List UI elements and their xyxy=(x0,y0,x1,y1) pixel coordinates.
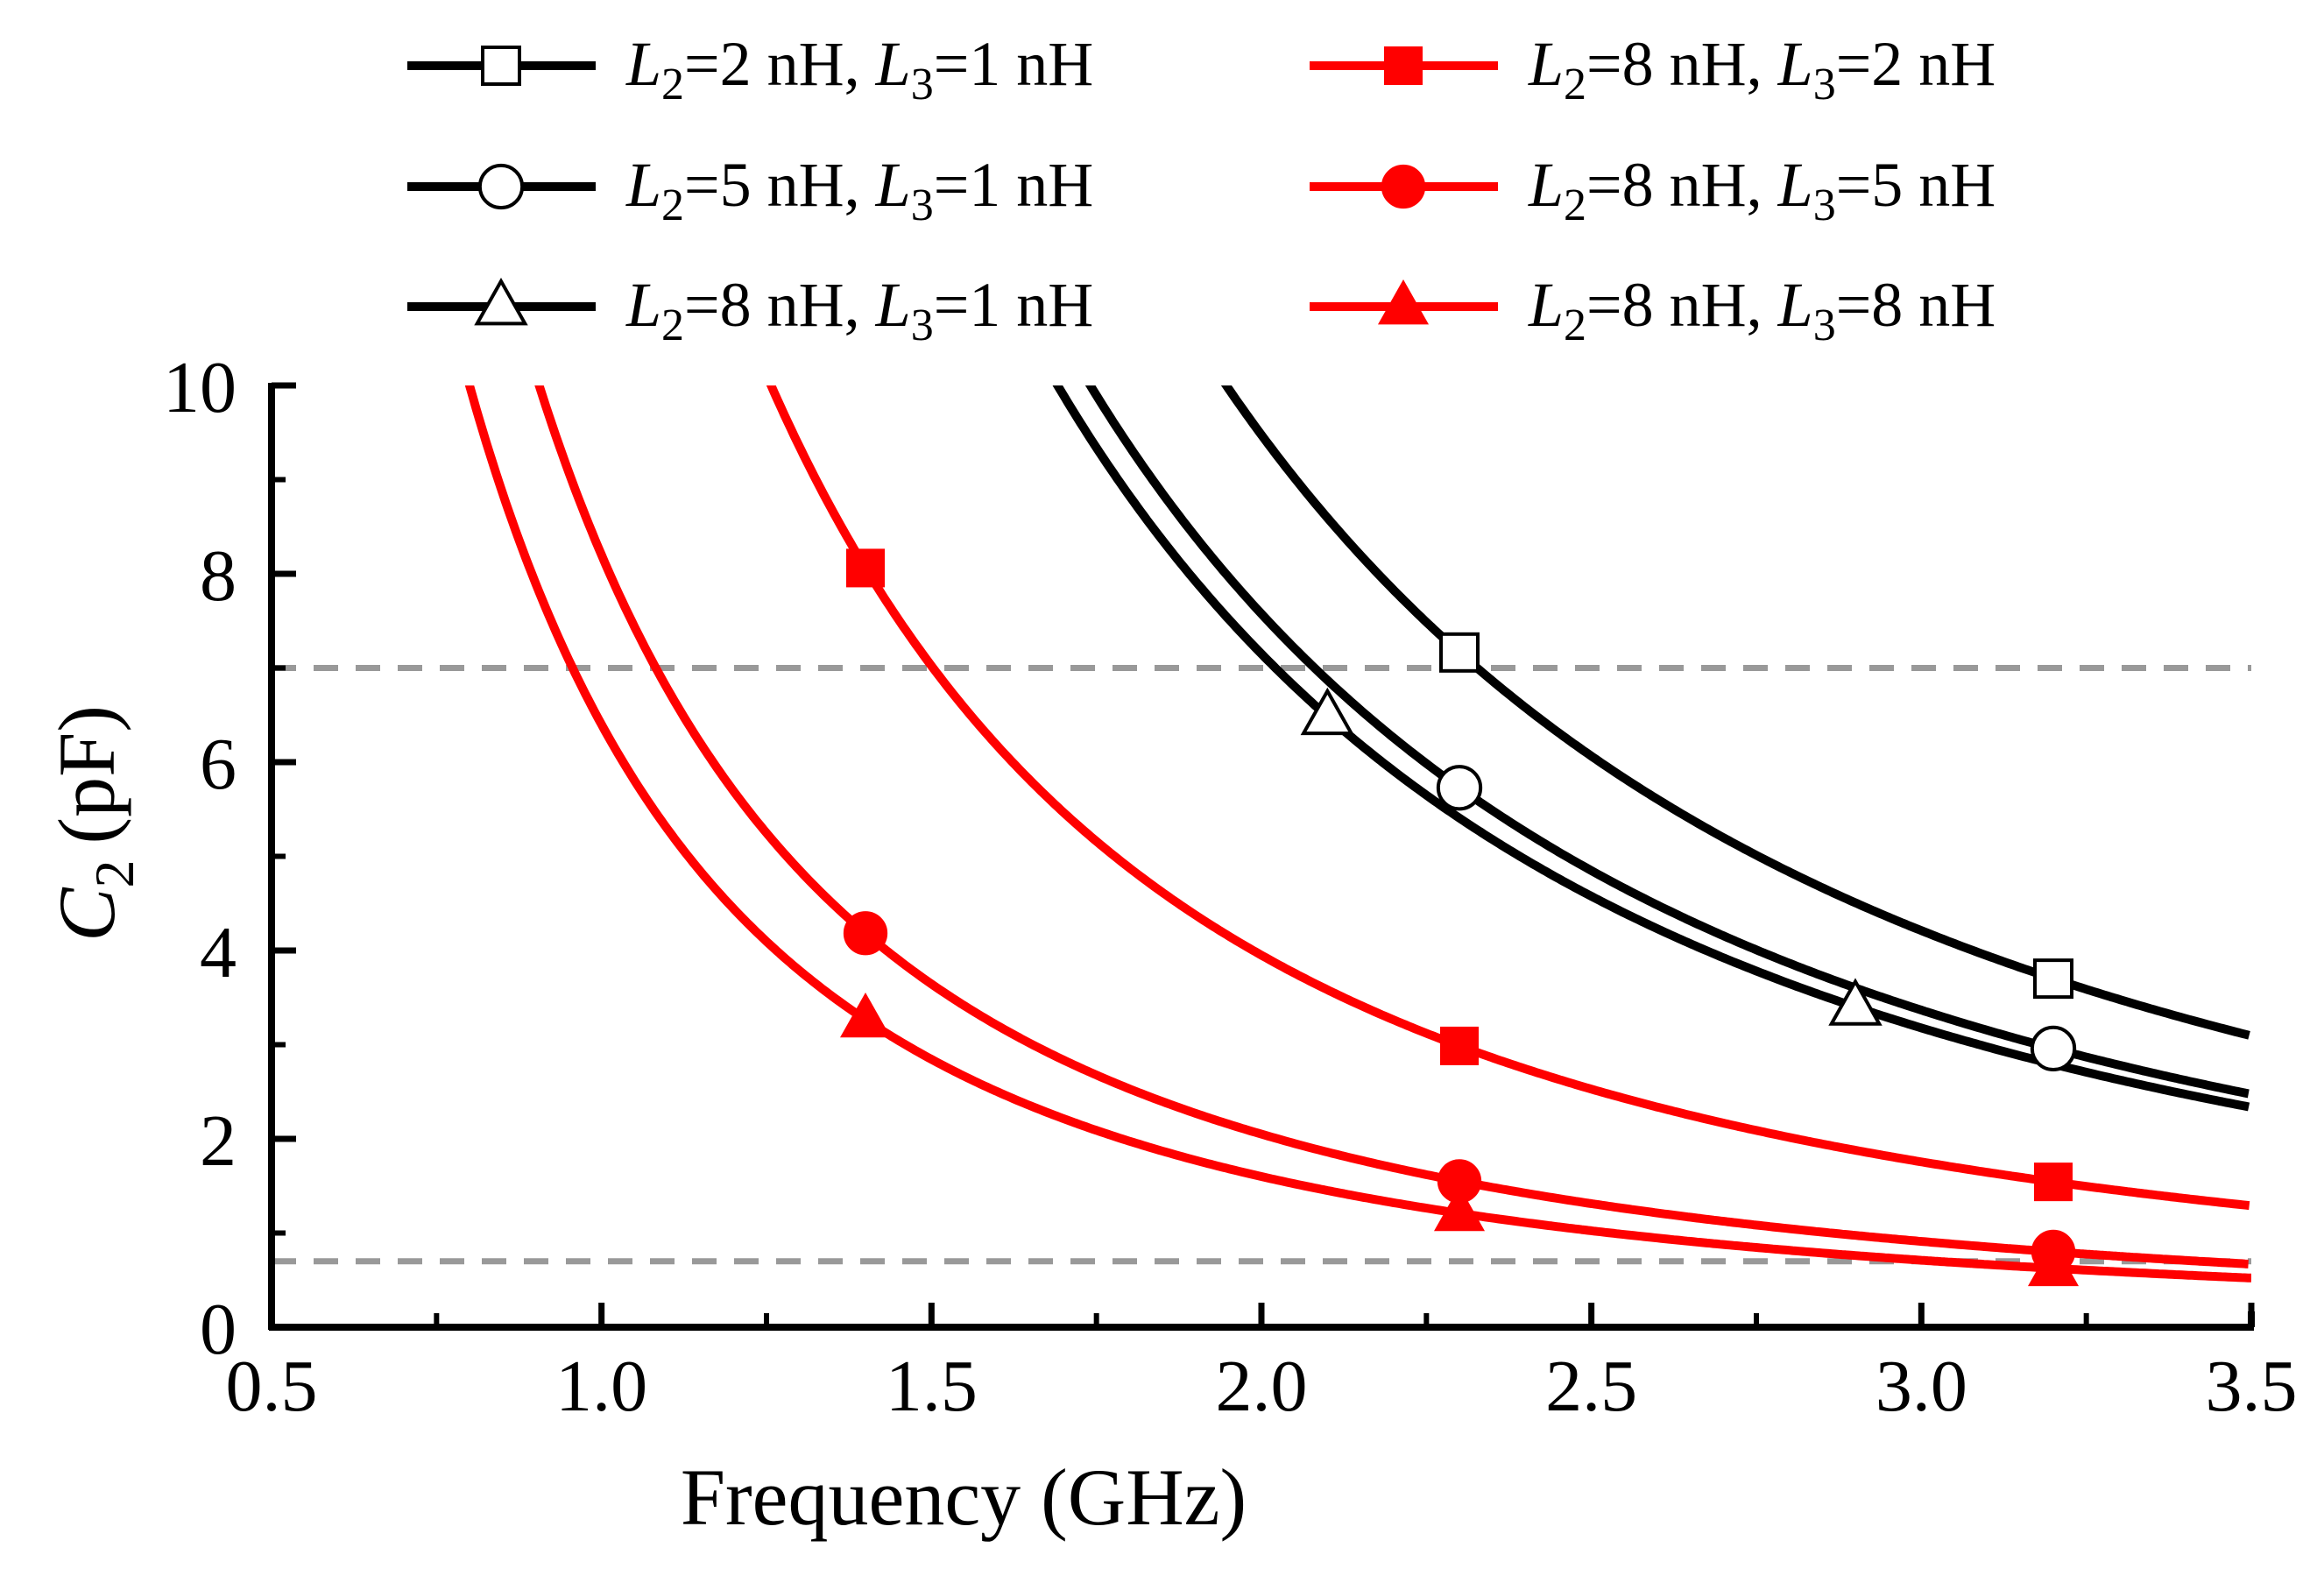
legend-label-5: L2=8 nH, L3=8 nH xyxy=(1528,270,1996,350)
series-0-marker-1 xyxy=(2033,958,2073,1000)
series-line-4 xyxy=(534,385,2250,1269)
x-tick-label-1: 1.0 xyxy=(555,1346,647,1427)
curves xyxy=(464,385,2251,1283)
series-0-marker-0 xyxy=(1439,632,1480,673)
legend-label-3: L2=8 nH, L3=2 nH xyxy=(1528,29,1996,110)
series-line-5 xyxy=(464,385,2251,1283)
series-1-marker-1 xyxy=(2030,1025,2077,1072)
x-tick-label-5: 3.0 xyxy=(1875,1346,1967,1427)
y-axis-title: C2(pF) xyxy=(42,705,145,942)
y-tick-label-4: 8 xyxy=(200,535,237,617)
series-3-marker-0 xyxy=(846,548,885,588)
x-tick-label-3: 2.0 xyxy=(1216,1346,1308,1427)
series-1-marker-0 xyxy=(1436,765,1483,811)
y-tick-label-3: 6 xyxy=(200,724,237,805)
legend-marker-1 xyxy=(477,163,525,210)
x-tick-label-4: 2.5 xyxy=(1545,1346,1637,1427)
legend-marker-0 xyxy=(481,46,521,86)
series-3-marker-1 xyxy=(1440,1026,1479,1065)
series-line-3 xyxy=(766,385,2250,1211)
legend-marker-3 xyxy=(1384,46,1423,85)
series-5-marker-0 xyxy=(839,992,892,1038)
markers xyxy=(839,548,2080,1287)
legend-marker-4 xyxy=(1381,164,1426,209)
tick-labels: 0.5 1.0 1.5 2.0 2.5 3.0 3.5 0 2 4 6 8 10 xyxy=(163,347,2298,1427)
series-4-marker-0 xyxy=(843,911,888,956)
legend-label-1: L2=5 nH, L3=1 nH xyxy=(625,150,1093,230)
x-tick-label-0: 0.5 xyxy=(226,1346,318,1427)
y-tick-label-0: 0 xyxy=(200,1289,237,1370)
y-tick-label-5: 10 xyxy=(163,347,237,428)
x-tick-label-6: 3.5 xyxy=(2206,1346,2298,1427)
legend: L2=2 nH, L3=1 nH L2=5 nH, L3=1 nH L2=8 nH,… xyxy=(407,29,1996,350)
series-3-marker-2 xyxy=(2034,1163,2073,1202)
series-line-0 xyxy=(1220,385,2250,1040)
y-tick-label-2: 4 xyxy=(200,912,237,993)
legend-marker-2 xyxy=(474,277,528,326)
axes xyxy=(268,382,2255,1331)
x-tick-label-2: 1.5 xyxy=(886,1346,978,1427)
series-5-marker-1 xyxy=(1433,1185,1486,1232)
legend-label-4: L2=8 nH, L3=5 nH xyxy=(1528,150,1996,230)
series-5-marker-2 xyxy=(2027,1240,2080,1287)
legend-label-2: L2=8 nH, L3=1 nH xyxy=(625,270,1093,350)
series-2-marker-1 xyxy=(1828,978,1883,1026)
legend-marker-5 xyxy=(1377,279,1430,325)
legend-label-0: L2=2 nH, L3=1 nH xyxy=(625,29,1093,110)
x-axis-title: Frequency (GHz) xyxy=(681,1452,1247,1542)
series-2-marker-0 xyxy=(1300,687,1355,736)
y-tick-label-1: 2 xyxy=(200,1100,237,1182)
